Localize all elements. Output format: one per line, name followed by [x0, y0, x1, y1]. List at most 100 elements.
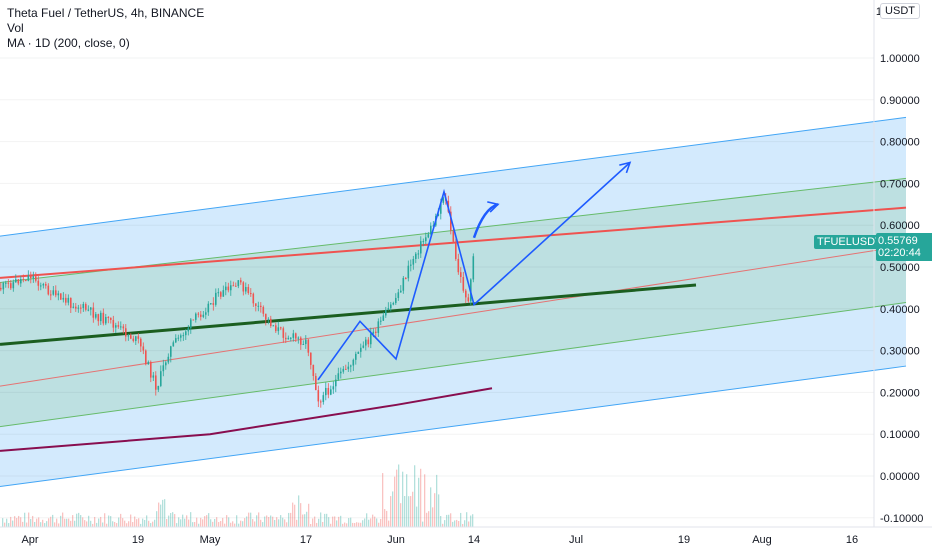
small-arrow [472, 203, 499, 239]
candle-body [37, 280, 40, 286]
volume-bar [14, 516, 16, 527]
volume-bar [50, 516, 52, 527]
price-tick-label: 0.30000 [880, 346, 920, 358]
candle-body [390, 304, 392, 309]
volume-bar [244, 518, 246, 527]
candle-body [72, 306, 75, 308]
candle-body [230, 285, 232, 291]
candle-body [352, 359, 355, 366]
candle-body [425, 237, 427, 242]
volume-indicator-label[interactable]: Vol [7, 21, 24, 35]
candle-body [397, 292, 400, 298]
volume-bar [12, 520, 14, 527]
candle-body [25, 280, 27, 282]
currency-button[interactable]: USDT [880, 3, 920, 19]
volume-bar [118, 517, 120, 527]
volume-bar [146, 515, 148, 527]
volume-bar [406, 474, 408, 527]
volume-bar [298, 495, 300, 527]
volume-bar [252, 519, 254, 527]
volume-bar [384, 509, 386, 527]
candle-body [345, 368, 347, 370]
candle-body [52, 290, 55, 295]
candle-body [240, 280, 242, 283]
volume-bar [18, 515, 20, 527]
candle-body [125, 328, 127, 337]
candle-body [335, 379, 337, 387]
volume-bar [220, 520, 222, 527]
time-axis[interactable]: Apr 19 May 17 Jun 14 Jul 19 Aug 16 [0, 526, 932, 546]
candle-body [82, 303, 85, 309]
volume-bar [72, 515, 74, 527]
candle-body [112, 319, 115, 328]
volume-bar [276, 517, 278, 527]
volume-bar [190, 512, 192, 527]
candle-body [272, 325, 275, 327]
volume-bar [242, 521, 244, 527]
candle-body [32, 276, 35, 279]
volume-bar [260, 519, 262, 527]
candle-body [312, 364, 315, 376]
volume-bar [308, 503, 310, 527]
candle-body [202, 314, 205, 317]
candle-body [457, 258, 460, 273]
candle-body [310, 352, 312, 365]
price-tick-label: 0.40000 [880, 304, 920, 316]
candle-body [95, 314, 97, 318]
candle-body [77, 307, 80, 309]
candle-body [217, 292, 220, 294]
volume-bar [356, 522, 358, 527]
volume-bar [370, 518, 372, 527]
volume-bar [210, 519, 212, 527]
candle-body [422, 241, 425, 243]
candle-body [427, 234, 430, 238]
time-tick-label: 14 [468, 534, 480, 546]
volume-bar [364, 518, 366, 527]
channel-green-fill [0, 178, 906, 427]
volume-bar [454, 520, 456, 527]
candle-body [395, 297, 397, 304]
volume-bar [372, 514, 374, 527]
volume-bar [124, 520, 126, 527]
candle-body [80, 307, 82, 309]
candle-body [262, 307, 265, 314]
volume-bar [438, 494, 440, 527]
volume-bar [352, 522, 354, 527]
volume-bar [254, 521, 256, 527]
candle-body [50, 294, 52, 296]
candle-body [290, 337, 292, 339]
volume-bar [426, 512, 428, 527]
price-axis[interactable]: 1.00000 0.90000 0.80000 0.70000 0.60000 0.500… [873, 0, 923, 527]
volume-bar [54, 522, 56, 527]
candle-body [420, 241, 422, 254]
volume-bar [122, 518, 124, 527]
volume-bar [324, 513, 326, 527]
volume-bar [2, 518, 4, 527]
candle-body [57, 293, 60, 296]
volume-bar [284, 519, 286, 527]
volume-bars [2, 464, 474, 527]
volume-bar [408, 496, 410, 527]
time-tick-label: Aug [752, 534, 772, 546]
volume-bar [138, 518, 140, 527]
candle-body [172, 342, 175, 347]
candle-body [132, 338, 135, 341]
candle-body [135, 336, 137, 341]
channel-blue-upper [0, 116, 907, 237]
candle-body [212, 303, 215, 305]
volume-bar [154, 519, 156, 527]
volume-bar [414, 465, 416, 527]
volume-bar [52, 514, 54, 527]
volume-bar [8, 523, 10, 527]
volume-bar [360, 522, 362, 527]
volume-bar [48, 518, 50, 527]
volume-bar [440, 516, 442, 527]
volume-bar [318, 518, 320, 527]
volume-bar [128, 521, 130, 527]
volume-bar [82, 517, 84, 527]
candle-body [127, 335, 130, 337]
candle-body [145, 350, 147, 365]
ma-indicator-label[interactable]: MA · 1D (200, close, 0) [7, 36, 130, 50]
small-arrowhead [487, 201, 500, 213]
